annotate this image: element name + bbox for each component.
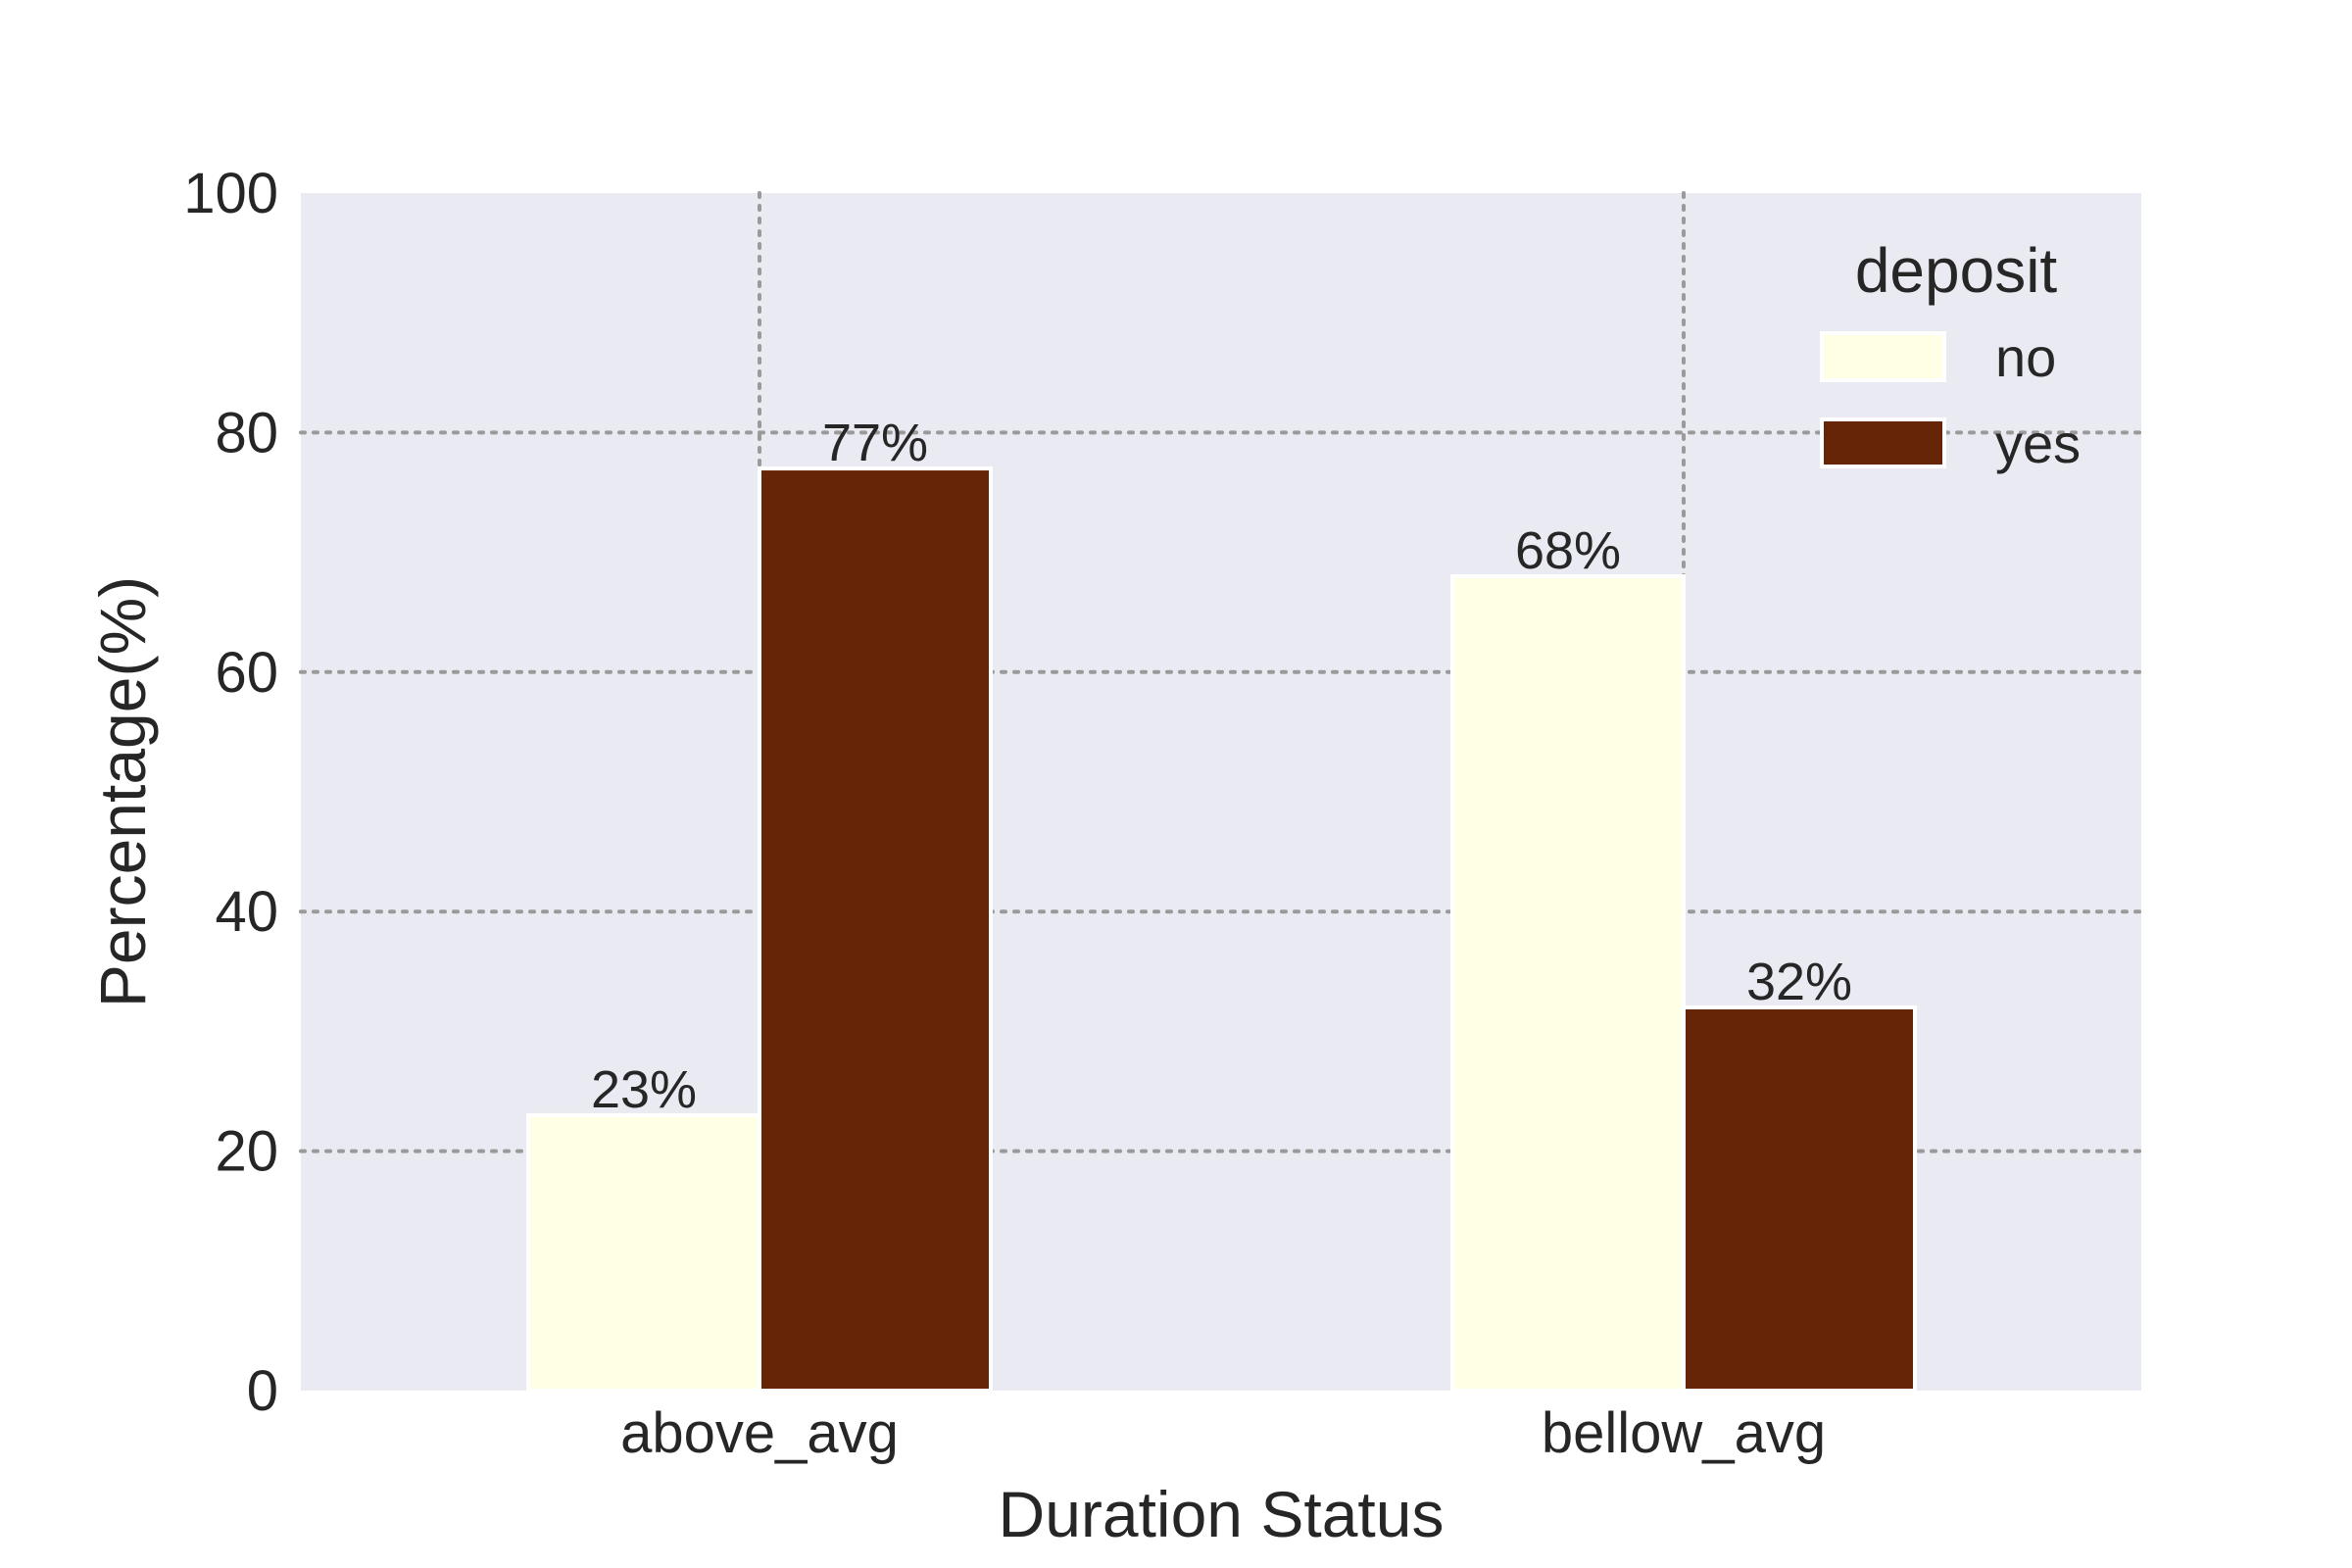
bar-value-label: 32% (1746, 953, 1852, 1011)
legend-label-no: no (1995, 326, 2056, 388)
bar-value-label: 68% (1515, 521, 1621, 580)
legend: deposit no yes (1820, 235, 2081, 474)
y-tick-label: 40 (215, 880, 278, 944)
x-tick-label: bellow_avg (1542, 1401, 1826, 1465)
legend-entries: no yes (1820, 326, 2081, 474)
x-axis-ticks: above_avg bellow_avg (620, 1401, 1826, 1465)
bar-value-label: 23% (591, 1060, 697, 1119)
bar-no-bellow_avg (1450, 574, 1686, 1393)
y-tick-label: 20 (215, 1120, 278, 1184)
y-axis-ticks: 0 20 40 60 80 100 (183, 162, 278, 1423)
legend-label-yes: yes (1995, 413, 2081, 474)
y-axis-label: Percentage(%) (86, 576, 159, 1007)
bar-no-above_avg (526, 1112, 761, 1393)
y-tick-label: 80 (215, 401, 278, 465)
legend-swatch-no (1820, 331, 1946, 382)
legend-swatch-yes (1820, 417, 1946, 468)
x-axis-label: Duration Status (999, 1478, 1445, 1550)
bar-labels: 23% 68% 77% 32% (591, 414, 1852, 1119)
x-tick-label: above_avg (620, 1401, 899, 1465)
bar-value-label: 77% (822, 414, 928, 472)
bar-yes-above_avg (758, 466, 993, 1393)
y-tick-label: 60 (215, 641, 278, 705)
bars (526, 466, 1917, 1393)
legend-title: deposit (1855, 235, 2058, 306)
bar-yes-bellow_avg (1682, 1004, 1917, 1393)
y-tick-label: 100 (183, 162, 278, 225)
y-tick-label: 0 (247, 1359, 278, 1423)
